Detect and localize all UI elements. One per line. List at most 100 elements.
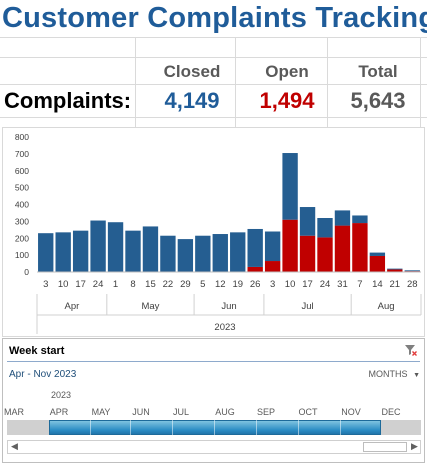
bar-closed [264, 231, 281, 262]
slicer-year: 2023 [51, 390, 72, 400]
x-tick-label: 8 [130, 279, 135, 290]
bar-closed [369, 252, 386, 256]
scroll-left-icon[interactable]: ◀ [11, 441, 18, 451]
bar-closed [38, 233, 54, 272]
month-label: NOV [341, 407, 361, 417]
chevron-down-icon: ▼ [413, 372, 420, 379]
bar-open [369, 255, 386, 272]
x-tick-label: 12 [215, 279, 226, 290]
x-tick-label: 17 [302, 279, 313, 290]
bar-open [387, 269, 403, 272]
bar-closed [404, 270, 420, 272]
bar-closed [387, 268, 403, 270]
bar-closed [230, 232, 246, 272]
x-tick-label: 14 [372, 279, 383, 290]
x-tick-label: 17 [75, 279, 86, 290]
y-tick-label: 800 [15, 132, 29, 142]
month-label: Jul [301, 301, 313, 312]
month-label: Apr [65, 301, 80, 312]
page-title: Customer Complaints Tracking [2, 2, 427, 34]
bar-closed [142, 226, 159, 272]
x-tick-label: 21 [390, 279, 401, 290]
bar-open [282, 219, 298, 272]
time-level-dropdown[interactable]: MONTHS ▼ [369, 369, 420, 379]
bar-closed [177, 239, 194, 272]
x-tick-label: 28 [407, 279, 418, 290]
timeline-divider [172, 420, 173, 435]
bar-closed [247, 228, 263, 267]
y-tick-label: 400 [15, 200, 29, 210]
bar-closed [90, 220, 106, 272]
x-tick-label: 29 [180, 279, 191, 290]
bar-open [247, 266, 263, 272]
total-value: 5,643 [350, 88, 406, 113]
x-tick-label: 3 [43, 279, 48, 290]
scrollbar-thumb[interactable] [363, 442, 407, 452]
month-label: MAR [4, 407, 24, 417]
bar-closed [195, 235, 211, 272]
month-label: AUG [215, 407, 235, 417]
bar-closed [212, 234, 228, 272]
timeline-selection[interactable] [49, 420, 381, 435]
month-label: SEP [256, 407, 275, 417]
bar-open [352, 223, 368, 272]
month-label: JUL [172, 407, 189, 417]
timeline-divider [340, 420, 341, 435]
x-tick-label: 3 [270, 279, 275, 290]
complaints-chart[interactable]: 0 100 200 300 400 500 600 700 800 3 10 17 24 1 8 15 22 29… [2, 127, 425, 337]
x-tick-label: 31 [337, 279, 348, 290]
closed-value: 4,149 [164, 88, 220, 113]
bar-closed [352, 215, 368, 224]
bar-open [299, 235, 316, 272]
y-tick-label: 500 [15, 183, 29, 193]
header-closed: Closed [163, 62, 221, 81]
header-open: Open [265, 62, 309, 81]
timeline-divider [90, 420, 91, 435]
bar-closed [282, 153, 298, 220]
time-level-label: MONTHS [368, 369, 408, 379]
timeline-scrollbar[interactable] [7, 440, 421, 454]
month-label: APR [49, 407, 69, 417]
x-tick-label: 19 [232, 279, 243, 290]
bar-open [334, 225, 351, 272]
month-label: Aug [378, 301, 395, 312]
month-label: May [141, 301, 159, 312]
y-tick-label: 600 [15, 166, 29, 176]
bar-closed [299, 207, 316, 236]
month-label: OCT [298, 407, 318, 417]
y-tick-label: 0 [24, 267, 29, 277]
x-tick-label: 15 [145, 279, 156, 290]
header-total: Total [358, 62, 398, 81]
scroll-right-icon[interactable]: ▶ [411, 441, 418, 451]
sheet-grid [0, 0, 427, 127]
timeline-divider [298, 420, 299, 435]
slicer-range-label: Apr - Nov 2023 [9, 369, 77, 380]
chart-svg: 0 100 200 300 400 500 600 700 800 3 10 17 24 1 8 15 22 29… [15, 132, 422, 334]
bar-open [317, 237, 333, 272]
x-tick-label: 5 [200, 279, 205, 290]
x-tick-label: 24 [93, 279, 104, 290]
bar-closed [160, 235, 176, 272]
x-tick-label: 10 [285, 279, 296, 290]
complaints-label: Complaints: [4, 88, 132, 113]
bar-closed [317, 218, 333, 238]
x-tick-label: 24 [320, 279, 331, 290]
slicer-separator [7, 361, 420, 362]
timeline-divider [130, 420, 131, 435]
x-tick-label: 7 [357, 279, 362, 290]
month-label: Jun [221, 301, 236, 312]
open-value: 1,494 [259, 88, 315, 113]
x-tick-label: 1 [113, 279, 118, 290]
month-label: MAY [91, 407, 111, 417]
x-tick-label: 10 [58, 279, 69, 290]
y-tick-label: 300 [15, 216, 29, 226]
timeline-divider [256, 420, 257, 435]
filter-clear-icon[interactable] [404, 343, 418, 357]
bar-closed [125, 230, 141, 272]
y-tick-label: 700 [15, 149, 29, 159]
week-start-slicer[interactable]: Week start Apr - Nov 2023 MONTHS ▼ 2023 … [2, 338, 425, 463]
bar-closed [334, 210, 351, 226]
timeline-divider [214, 420, 215, 435]
x-tick-label: 26 [250, 279, 261, 290]
bar-closed [72, 230, 89, 272]
